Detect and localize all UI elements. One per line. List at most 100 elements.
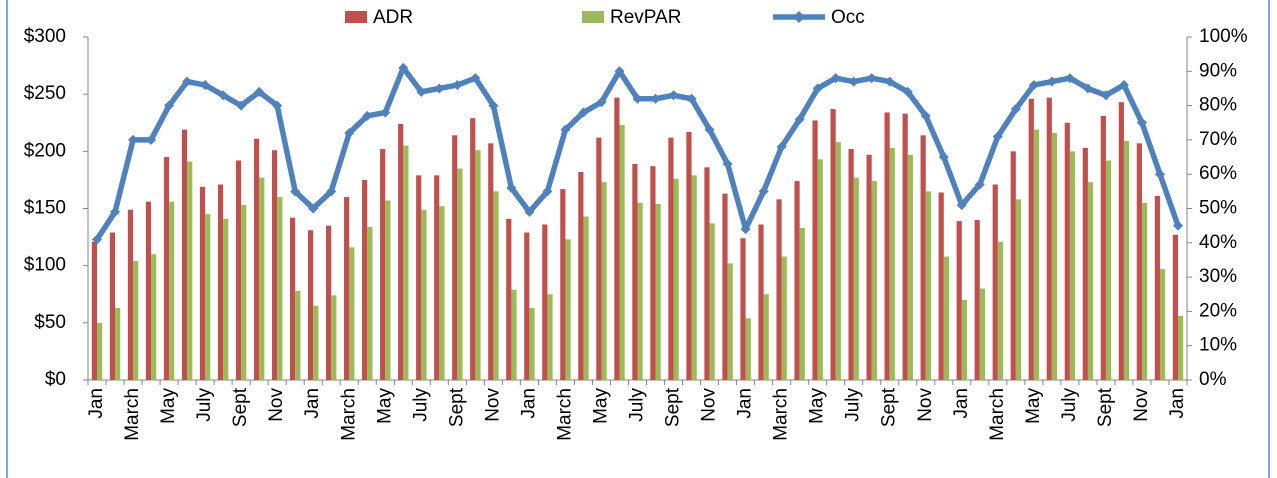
bar	[470, 118, 476, 380]
bar	[97, 322, 103, 380]
bar	[1100, 115, 1106, 380]
bar	[241, 205, 247, 380]
marker	[1082, 83, 1093, 94]
marker	[524, 206, 535, 217]
bar	[313, 305, 319, 380]
bar	[1177, 315, 1184, 380]
bar	[997, 241, 1004, 380]
marker	[1028, 80, 1039, 91]
bar	[1051, 133, 1058, 380]
bar	[632, 163, 638, 380]
bar	[169, 201, 175, 380]
bar	[925, 191, 931, 380]
legend-label: RevPAR	[610, 7, 681, 28]
x-tick-label: Jan	[86, 388, 107, 419]
bar	[109, 232, 116, 380]
bar	[1064, 122, 1070, 380]
bar	[439, 206, 445, 380]
marker	[542, 186, 553, 197]
bar	[1015, 199, 1022, 380]
bar	[889, 147, 895, 380]
y2-tick-label: 60%	[1199, 163, 1237, 184]
bar	[524, 232, 530, 380]
marker	[1046, 76, 1057, 87]
x-tick-label: Nov	[266, 388, 287, 422]
bar	[704, 167, 710, 380]
bar	[691, 175, 697, 380]
bar	[812, 120, 818, 381]
marker	[272, 100, 283, 111]
bar	[866, 154, 872, 380]
x-tick-label: Jan	[518, 388, 539, 419]
bar	[308, 230, 314, 380]
y-tick-label: $0	[45, 369, 66, 390]
chart-frame	[6, 0, 1270, 478]
x-tick-label: Sept	[879, 387, 900, 427]
bar	[115, 307, 121, 380]
marker	[632, 93, 643, 104]
bar	[235, 160, 242, 380]
bar	[619, 125, 625, 380]
bar	[127, 209, 134, 380]
x-tick-label: Nov	[915, 388, 936, 422]
bar	[1069, 151, 1076, 380]
marker	[578, 107, 589, 118]
bar	[475, 150, 481, 380]
bar	[601, 182, 607, 380]
x-tick-label: Sept	[230, 387, 251, 427]
bar	[434, 175, 440, 380]
bar	[758, 224, 764, 380]
bar	[506, 218, 512, 380]
bar	[992, 184, 998, 380]
bar	[421, 209, 427, 380]
marker	[722, 158, 733, 169]
y2-tick-label: 40%	[1199, 232, 1237, 253]
bar	[848, 149, 854, 380]
bar	[295, 290, 301, 380]
y-tick-label: $200	[24, 140, 66, 161]
bar	[529, 307, 535, 380]
bar	[763, 294, 769, 380]
marker	[326, 186, 337, 197]
bar	[452, 135, 458, 380]
marker	[650, 93, 661, 104]
bar	[776, 199, 782, 380]
bar	[542, 224, 548, 380]
x-tick-label: Sept	[1095, 387, 1116, 427]
marker	[1154, 169, 1165, 180]
marker	[758, 186, 769, 197]
bar	[331, 295, 337, 380]
bar	[1028, 98, 1034, 381]
marker	[200, 80, 211, 91]
x-tick-label: Sept	[446, 387, 467, 427]
marker	[128, 134, 139, 145]
y2-tick-label: 30%	[1199, 266, 1237, 287]
marker	[164, 100, 175, 111]
bar	[1123, 141, 1130, 380]
bar	[1159, 269, 1166, 380]
bar	[1046, 97, 1052, 380]
x-tick-label: Nov	[699, 388, 720, 422]
bar	[943, 256, 949, 380]
marker	[218, 90, 229, 101]
bar	[902, 113, 908, 380]
marker	[920, 110, 931, 121]
bar	[151, 254, 157, 380]
bar	[974, 219, 980, 380]
bar	[884, 112, 890, 381]
x-tick-label: May	[590, 388, 611, 424]
marker	[182, 76, 193, 87]
x-tick-label: Jan	[1167, 388, 1188, 419]
x-tick-label: March	[771, 388, 792, 441]
legend-label: ADR	[373, 7, 413, 28]
marker	[704, 124, 715, 135]
marker	[596, 97, 607, 108]
y2-tick-label: 0%	[1199, 369, 1227, 390]
bar	[907, 154, 913, 380]
marker	[830, 73, 841, 84]
marker	[992, 131, 1003, 142]
y-tick-label: $150	[24, 198, 66, 219]
marker	[398, 62, 409, 73]
bar	[362, 179, 368, 380]
bar	[398, 123, 404, 380]
